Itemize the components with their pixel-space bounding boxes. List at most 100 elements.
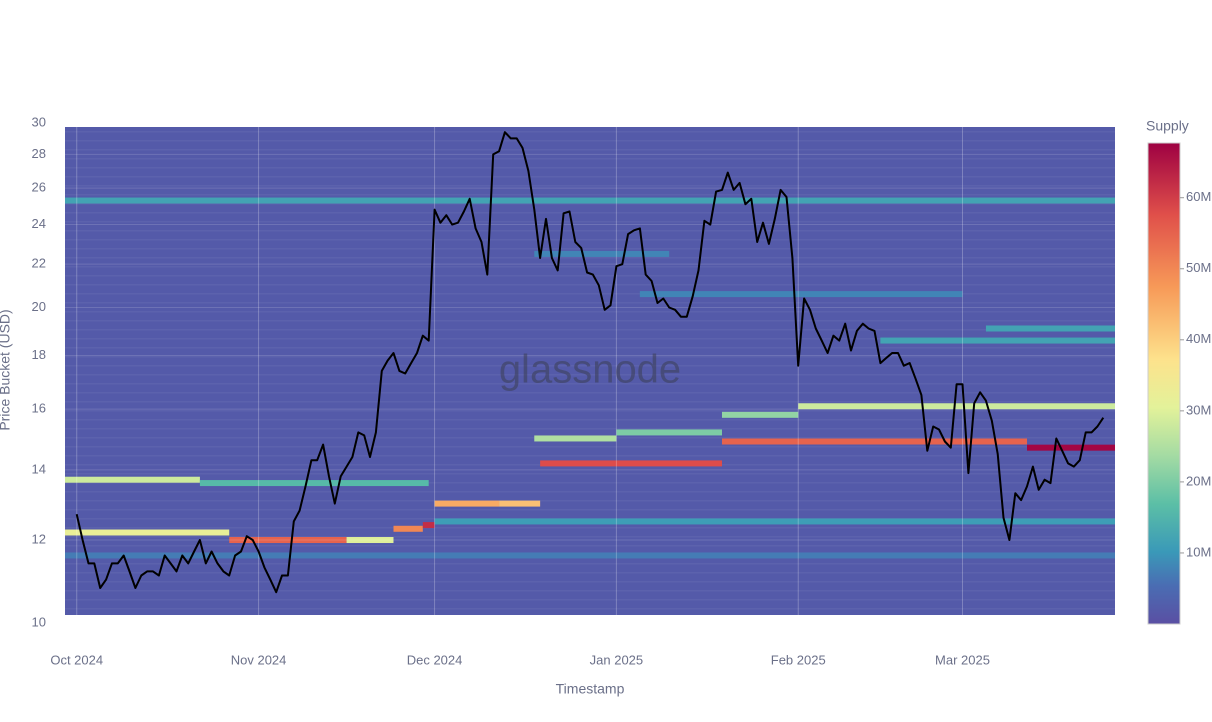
heatmap-band (985, 325, 1115, 332)
y-tick-label: 14 (32, 461, 46, 476)
bucket-stripe (65, 491, 1115, 493)
heatmap-band (1027, 444, 1115, 451)
y-axis-label: Price Bucket (USD) (0, 309, 13, 430)
heatmap-band (798, 403, 1115, 410)
y-tick-label: 12 (32, 531, 46, 546)
bucket-stripe (65, 500, 1115, 502)
bucket-stripe (65, 446, 1115, 448)
heatmap-band (534, 250, 670, 257)
y-tick-label: 30 (32, 114, 46, 129)
bucket-stripe (65, 158, 1115, 160)
bucket-stripe (65, 284, 1115, 286)
bucket-stripe (65, 185, 1115, 187)
colorbar-tick-label: 30M (1186, 402, 1211, 417)
x-tick-label: Jan 2025 (590, 652, 644, 667)
bucket-stripe (65, 239, 1115, 241)
bucket-stripe (65, 257, 1115, 259)
bucket-stripe (65, 140, 1115, 142)
bucket-stripe (65, 275, 1115, 277)
y-tick-label: 16 (32, 401, 46, 416)
bucket-stripe (65, 212, 1115, 214)
heatmap (65, 127, 1115, 615)
heatmap-band (229, 537, 347, 544)
heatmap-band (534, 435, 617, 442)
bucket-stripe (65, 383, 1115, 385)
heatmap-band (616, 429, 722, 436)
x-tick-label: Nov 2024 (231, 652, 287, 667)
heatmap-band (65, 529, 230, 536)
y-tick-label: 28 (32, 146, 46, 161)
heatmap-band (65, 197, 1115, 204)
x-tick-label: Dec 2024 (407, 652, 463, 667)
y-tick-label: 18 (32, 347, 46, 362)
colorbar-tick-label: 20M (1186, 473, 1211, 488)
bucket-stripe (65, 293, 1115, 295)
bucket-stripe (65, 248, 1115, 250)
heatmap-band (65, 552, 1115, 559)
heatmap-band (346, 537, 394, 544)
bucket-stripe (65, 338, 1115, 340)
bucket-stripe (65, 581, 1115, 583)
heatmap-band (721, 411, 799, 418)
bucket-stripe (65, 410, 1115, 412)
x-axis-label: Timestamp (556, 681, 625, 697)
bucket-stripe (65, 167, 1115, 169)
bucket-stripe (65, 509, 1115, 511)
bucket-stripe (65, 527, 1115, 529)
heatmap-band (65, 476, 200, 483)
bucket-stripe (65, 401, 1115, 403)
bucket-stripe (65, 599, 1115, 601)
heatmap-band (721, 438, 1028, 445)
bucket-stripe (65, 374, 1115, 376)
bucket-stripe (65, 329, 1115, 331)
bucket-stripe (65, 203, 1115, 205)
x-tick-label: Mar 2025 (935, 652, 990, 667)
heatmap-band (422, 522, 435, 529)
bucket-stripe (65, 455, 1115, 457)
y-tick-label: 10 (32, 614, 46, 629)
bucket-stripe (65, 266, 1115, 268)
y-tick-label: 22 (32, 256, 46, 271)
heatmap-band (540, 460, 722, 467)
bucket-stripe (65, 572, 1115, 574)
colorbar (1147, 142, 1181, 625)
heatmap-band (434, 518, 1115, 525)
bucket-stripe (65, 590, 1115, 592)
colorbar-tick-label: 60M (1186, 189, 1211, 204)
bucket-stripe (65, 131, 1115, 133)
y-tick-label: 24 (32, 216, 46, 231)
x-tick-label: Oct 2024 (50, 652, 103, 667)
x-tick-label: Feb 2025 (771, 652, 826, 667)
heatmap-background (65, 127, 1115, 615)
bucket-stripe (65, 176, 1115, 178)
bucket-stripe (65, 563, 1115, 565)
heatmap-band (434, 500, 500, 507)
bucket-stripe (65, 392, 1115, 394)
y-tick-label: 26 (32, 180, 46, 195)
price-line (75, 131, 1105, 594)
bucket-stripe (65, 194, 1115, 196)
bucket-stripe (65, 608, 1115, 610)
heatmap-band (880, 337, 1115, 344)
bucket-stripe (65, 365, 1115, 367)
heatmap-band (639, 291, 963, 298)
bucket-stripe (65, 347, 1115, 349)
bucket-stripe (65, 473, 1115, 475)
bucket-stripe (65, 221, 1115, 223)
bucket-stripe (65, 230, 1115, 232)
heatmap-band (499, 500, 541, 507)
y-tick-label: 20 (32, 299, 46, 314)
colorbar-title: Supply (1146, 118, 1189, 134)
colorbar-tick-label: 40M (1186, 331, 1211, 346)
bucket-stripe (65, 302, 1115, 304)
bucket-stripe (65, 320, 1115, 322)
heatmap-band (199, 480, 429, 487)
bucket-stripe (65, 536, 1115, 538)
colorbar-tick-label: 10M (1186, 544, 1211, 559)
heatmap-band (393, 525, 423, 532)
bucket-stripe (65, 356, 1115, 358)
bucket-stripe (65, 149, 1115, 151)
bucket-stripe (65, 482, 1115, 484)
